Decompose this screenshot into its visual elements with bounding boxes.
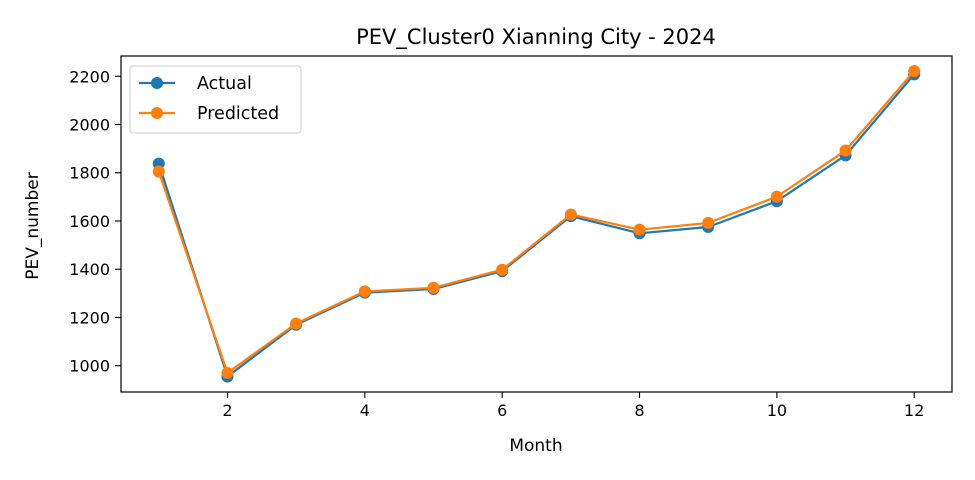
y-axis: 1000 1200 1400 1600 1800 2000 2200 (69, 67, 121, 376)
y-tick-label: 1200 (69, 308, 110, 327)
data-point-predicted (770, 190, 783, 203)
y-tick-label: 1000 (69, 357, 110, 376)
chart-title: PEV_Cluster0 Xianning City - 2024 (356, 25, 716, 50)
x-tick-label: 12 (904, 401, 924, 420)
data-point-predicted (908, 64, 921, 77)
series-predicted (152, 64, 921, 379)
data-point-predicted (427, 281, 440, 294)
legend-label-predicted: Predicted (197, 104, 279, 124)
data-point-predicted (496, 263, 509, 276)
x-tick-label: 2 (222, 401, 232, 420)
x-tick-label: 6 (497, 401, 507, 420)
series-line-actual (157, 73, 916, 378)
series-layer (152, 64, 921, 383)
x-axis-label: Month (509, 436, 562, 456)
x-axis: 2 4 6 8 10 12 (222, 392, 924, 420)
y-axis-label: PEV_number (23, 172, 43, 279)
series-line-predicted (157, 70, 916, 375)
x-tick-label: 4 (360, 401, 370, 420)
legend-marker-actual (151, 77, 163, 89)
x-tick-label: 8 (634, 401, 644, 420)
legend-label-actual: Actual (197, 74, 252, 94)
legend: Actual Predicted (129, 65, 302, 134)
y-tick-label: 1800 (69, 164, 110, 183)
data-point-predicted (702, 216, 715, 229)
y-tick-label: 1600 (69, 212, 110, 231)
y-tick-label: 1400 (69, 260, 110, 279)
legend-marker-predicted (151, 107, 163, 119)
y-tick-label: 2200 (69, 67, 110, 86)
data-point-predicted (839, 144, 852, 157)
x-tick-label: 10 (767, 401, 787, 420)
data-point-predicted (152, 165, 165, 178)
data-point-predicted (290, 317, 303, 330)
y-tick-label: 2000 (69, 116, 110, 135)
plot-frame (120, 55, 953, 393)
data-point-predicted (633, 223, 646, 236)
data-point-predicted (221, 366, 234, 379)
data-point-predicted (358, 285, 371, 298)
data-point-predicted (564, 208, 577, 221)
